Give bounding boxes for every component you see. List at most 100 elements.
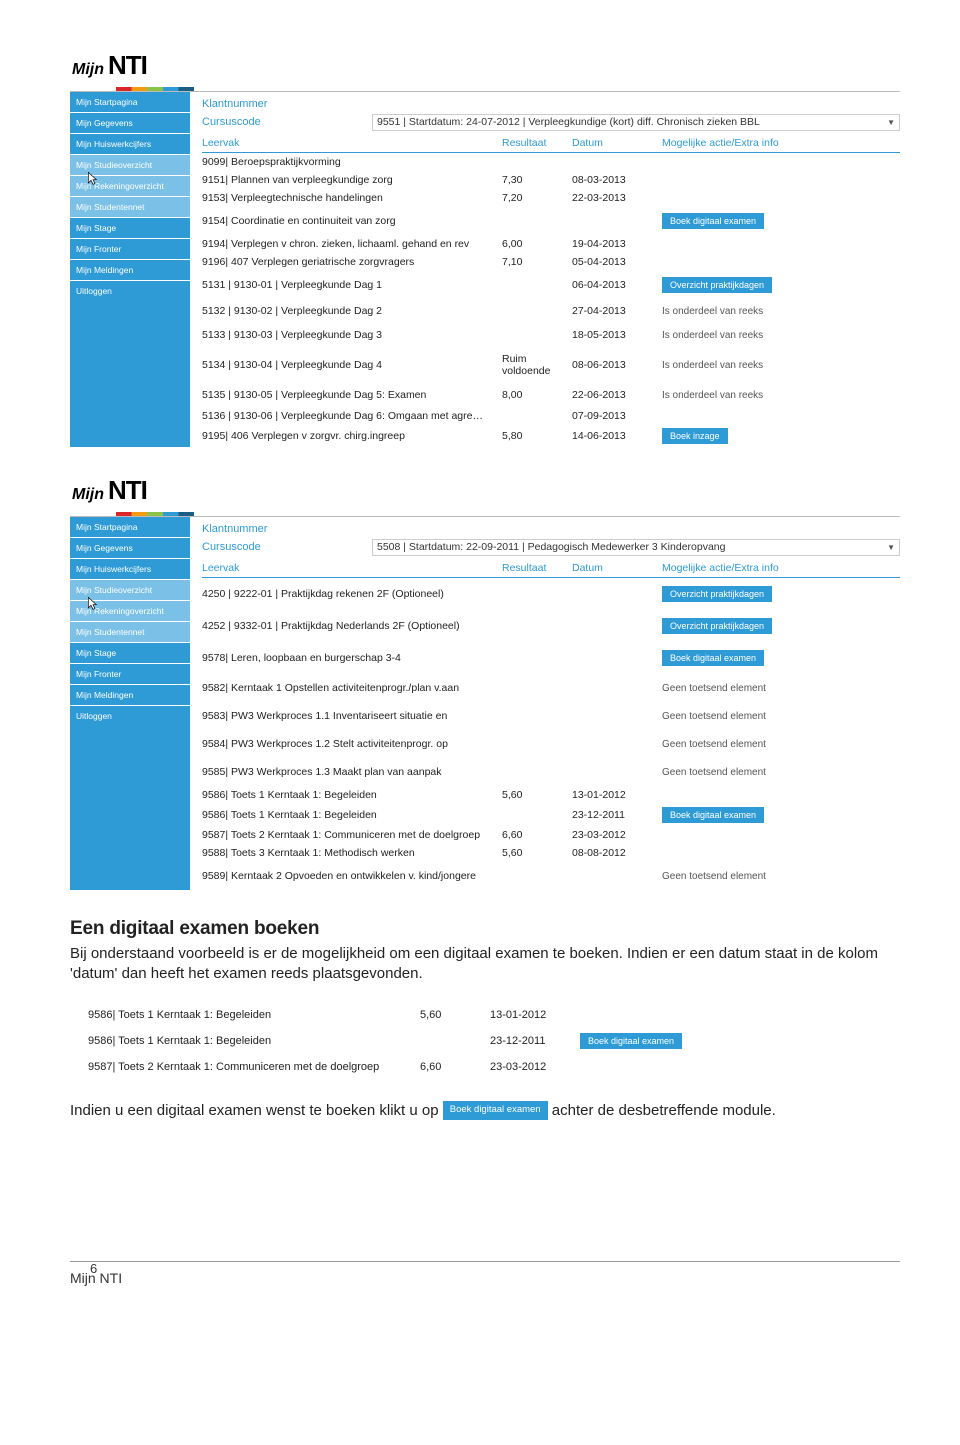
cell-leervak: 9587| Toets 2 Kerntaak 1: Communiceren m… — [88, 1061, 420, 1073]
sidebar-item[interactable]: Mijn Startpagina — [70, 517, 190, 538]
sidebar-item[interactable]: Mijn Meldingen — [70, 685, 190, 706]
sidebar-item[interactable]: Mijn Rekeningoverzicht — [70, 601, 190, 622]
table-row: 9589| Kerntaak 2 Opvoeden en ontwikkelen… — [202, 862, 900, 890]
cell-resultaat: 6,60 — [502, 829, 572, 841]
cell-leervak: 4252 | 9332-01 | Praktijkdag Nederlands … — [202, 620, 502, 632]
action-button[interactable]: Boek digitaal examen — [662, 650, 764, 666]
action-button[interactable]: Overzicht praktijkdagen — [662, 586, 772, 602]
cell-leervak: 9194| Verplegen v chron. zieken, lichaam… — [202, 238, 502, 250]
sidebar-item[interactable]: Mijn Rekeningoverzicht — [70, 176, 190, 197]
col-actie: Mogelijke actie/Extra info — [662, 137, 900, 149]
cell-actie: Overzicht praktijkdagen — [662, 586, 900, 602]
final-text-2: achter de desbetreffende module. — [552, 1102, 776, 1119]
action-button[interactable]: Boek inzage — [662, 428, 728, 444]
cell-leervak: 9586| Toets 1 Kerntaak 1: Begeleiden — [88, 1009, 420, 1021]
table-row: 5132 | 9130-02 | Verpleegkunde Dag 2 27-0… — [202, 299, 900, 323]
section-heading: Een digitaal examen boeken — [70, 918, 900, 940]
cursus-select[interactable]: 5508 | Startdatum: 22-09-2011 | Pedagogi… — [372, 539, 900, 556]
sidebar-item[interactable]: Mijn Studentennet — [70, 197, 190, 218]
sidebar-item[interactable]: Mijn Huiswerkcijfers — [70, 559, 190, 580]
cell-datum: 22-06-2013 — [572, 389, 662, 401]
cell-leervak: 4250 | 9222-01 | Praktijkdag rekenen 2F … — [202, 588, 502, 600]
col-datum: Datum — [572, 562, 662, 574]
action-button[interactable]: Overzicht praktijkdagen — [662, 277, 772, 293]
page-footer: Mijn NTI — [70, 1261, 900, 1286]
table-row: 9151| Plannen van verpleegkundige zorg7,… — [202, 171, 900, 189]
logo: Mijn NTI — [70, 475, 900, 506]
cell-resultaat: 5,60 — [502, 789, 572, 801]
cell-actie: Geen toetsend element — [662, 766, 900, 778]
chevron-down-icon: ▼ — [887, 118, 895, 127]
table-row: 9583| PW3 Werkproces 1.1 Inventariseert … — [202, 702, 900, 730]
boek-digitaal-examen-button[interactable]: Boek digitaal examen — [443, 1101, 548, 1120]
table-row: 5131 | 9130-01 | Verpleegkunde Dag 106-0… — [202, 271, 900, 299]
table-header: Leervak Resultaat Datum Mogelijke actie/… — [202, 137, 900, 153]
cell-resultaat: 7,20 — [502, 192, 572, 204]
cell-actie: Geen toetsend element — [662, 738, 900, 750]
sidebar-item[interactable]: Uitloggen — [70, 281, 190, 301]
action-button[interactable]: Boek digitaal examen — [662, 213, 764, 229]
sidebar-item[interactable]: Mijn Meldingen — [70, 260, 190, 281]
table-row: 9586| Toets 1 Kerntaak 1: Begeleiden5,60… — [88, 1003, 900, 1027]
action-text: Geen toetsend element — [662, 767, 766, 778]
cell-leervak: 9582| Kerntaak 1 Opstellen activiteitenp… — [202, 682, 502, 694]
table-row: 9585| PW3 Werkproces 1.3 Maakt plan van … — [202, 758, 900, 786]
table-row: 5134 | 9130-04 | Verpleegkunde Dag 4Ruim… — [202, 347, 900, 383]
col-leervak: Leervak — [202, 137, 502, 149]
cell-leervak: 9586| Toets 1 Kerntaak 1: Begeleiden — [88, 1035, 420, 1047]
col-datum: Datum — [572, 137, 662, 149]
cell-resultaat: 7,10 — [502, 256, 572, 268]
select-value: 5508 | Startdatum: 22-09-2011 | Pedagogi… — [377, 541, 725, 553]
sidebar-item[interactable]: Mijn Stage — [70, 218, 190, 239]
final-paragraph: Indien u een digitaal examen wenst te bo… — [70, 1101, 900, 1121]
cell-datum: 08-08-2012 — [572, 847, 662, 859]
logo-mijn: Mijn — [72, 61, 104, 81]
cell-leervak: 9583| PW3 Werkproces 1.1 Inventariseert … — [202, 710, 502, 722]
cell-datum: 06-04-2013 — [572, 279, 662, 291]
cell-leervak: 5135 | 9130-05 | Verpleegkunde Dag 5: Ex… — [202, 389, 502, 401]
cell-datum: 27-04-2013 — [572, 305, 662, 317]
cell-resultaat: 8,00 — [502, 389, 572, 401]
cursus-select[interactable]: 9551 | Startdatum: 24-07-2012 | Verpleeg… — [372, 114, 900, 131]
label-klantnummer: Klantnummer — [202, 523, 372, 535]
sidebar-item[interactable]: Mijn Startpagina — [70, 92, 190, 113]
cell-actie: Geen toetsend element — [662, 710, 900, 722]
table-row: 4252 | 9332-01 | Praktijkdag Nederlands … — [202, 610, 900, 642]
cell-leervak: 5132 | 9130-02 | Verpleegkunde Dag 2 — [202, 305, 502, 317]
cell-leervak: 9589| Kerntaak 2 Opvoeden en ontwikkelen… — [202, 870, 502, 882]
cell-leervak: 9154| Coordinatie en continuiteit van zo… — [202, 215, 502, 227]
cell-actie: Is onderdeel van reeks — [662, 329, 900, 341]
page-number: 6 — [90, 1261, 97, 1276]
sidebar-item[interactable]: Mijn Fronter — [70, 664, 190, 685]
sidebar-item[interactable]: Mijn Stage — [70, 643, 190, 664]
cell-datum: 18-05-2013 — [572, 329, 662, 341]
cell-datum: 05-04-2013 — [572, 256, 662, 268]
sidebar-item[interactable]: Mijn Fronter — [70, 239, 190, 260]
action-button[interactable]: Overzicht praktijkdagen — [662, 618, 772, 634]
action-button[interactable]: Boek digitaal examen — [662, 807, 764, 823]
cell-actie: Boek digitaal examen — [662, 650, 900, 666]
cell-leervak: 9195| 406 Verplegen v zorgvr. chirg.ingr… — [202, 430, 502, 442]
cell-resultaat: 5,60 — [502, 847, 572, 859]
cell-datum: 13-01-2012 — [490, 1009, 580, 1021]
table-row: 5133 | 9130-03 | Verpleegkunde Dag 318-0… — [202, 323, 900, 347]
cell-actie: Boek inzage — [662, 428, 900, 444]
sidebar-item[interactable]: Mijn Studentennet — [70, 622, 190, 643]
cell-leervak: 5136 | 9130-06 | Verpleegkunde Dag 6: Om… — [202, 410, 502, 422]
logo: Mijn NTI — [70, 50, 900, 81]
cell-leervak: 9196| 407 Verplegen geriatrische zorgvra… — [202, 256, 502, 268]
col-leervak: Leervak — [202, 562, 502, 574]
action-text: Is onderdeel van reeks — [662, 306, 763, 317]
action-text: Is onderdeel van reeks — [662, 360, 763, 371]
label-klantnummer: Klantnummer — [202, 98, 372, 110]
table-row: 9586| Toets 1 Kerntaak 1: Begeleiden23-1… — [88, 1027, 900, 1055]
table-body: 9099| Beroepspraktijkvorming9151| Planne… — [202, 153, 900, 447]
sidebar-item[interactable]: Mijn Huiswerkcijfers — [70, 134, 190, 155]
sidebar-item[interactable]: Mijn Gegevens — [70, 113, 190, 134]
action-button[interactable]: Boek digitaal examen — [580, 1033, 682, 1049]
cell-leervak: 9586| Toets 1 Kerntaak 1: Begeleiden — [202, 809, 502, 821]
cell-datum: 23-03-2012 — [490, 1061, 580, 1073]
sidebar-item[interactable]: Uitloggen — [70, 706, 190, 726]
sidebar-item[interactable]: Mijn Gegevens — [70, 538, 190, 559]
table-row: 9196| 407 Verplegen geriatrische zorgvra… — [202, 253, 900, 271]
